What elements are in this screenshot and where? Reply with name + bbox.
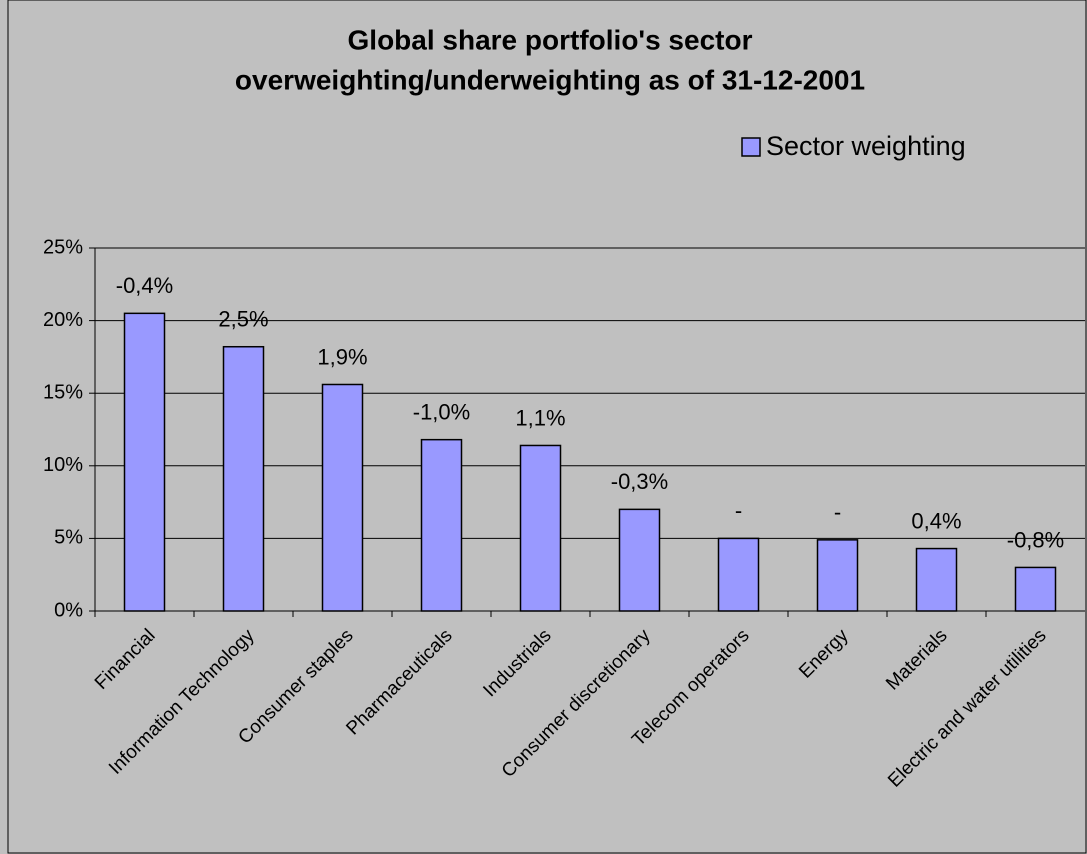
y-tick-label: 25% (43, 236, 83, 258)
bar (321, 383, 364, 612)
bar-annotation: - (834, 500, 841, 525)
bar-annotation: 0,4% (911, 508, 961, 533)
bar (1014, 566, 1057, 612)
bar-annotation: 2,5% (218, 307, 268, 332)
bar (123, 312, 166, 612)
bar (717, 537, 760, 612)
bar-annotation: -0,8% (1007, 527, 1064, 552)
bar-annotation: -1,0% (413, 399, 470, 424)
bar (618, 508, 661, 612)
bar-annotation: - (735, 498, 742, 523)
y-tick-label: 15% (43, 381, 83, 403)
y-tick-label: 10% (43, 454, 83, 476)
chart-border (7, 0, 1087, 854)
y-tick-label: 5% (54, 527, 83, 549)
bar (222, 345, 265, 612)
bar-annotation: -0,3% (611, 469, 668, 494)
legend-swatch (741, 137, 761, 157)
bar (915, 547, 958, 612)
y-tick-label: 0% (54, 599, 83, 621)
chart-title: overweighting/underweighting as of 31-12… (235, 64, 865, 95)
bar (519, 444, 562, 612)
bar (816, 539, 859, 612)
legend-label: Sector weighting (766, 131, 966, 161)
bar-annotation: 1,9% (317, 344, 367, 369)
bar (420, 438, 463, 612)
chart-title: Global share portfolio's sector (348, 24, 753, 55)
y-tick-label: 20% (43, 309, 83, 331)
bar-annotation: -0,4% (116, 273, 173, 298)
bar-annotation: 1,1% (515, 405, 565, 430)
